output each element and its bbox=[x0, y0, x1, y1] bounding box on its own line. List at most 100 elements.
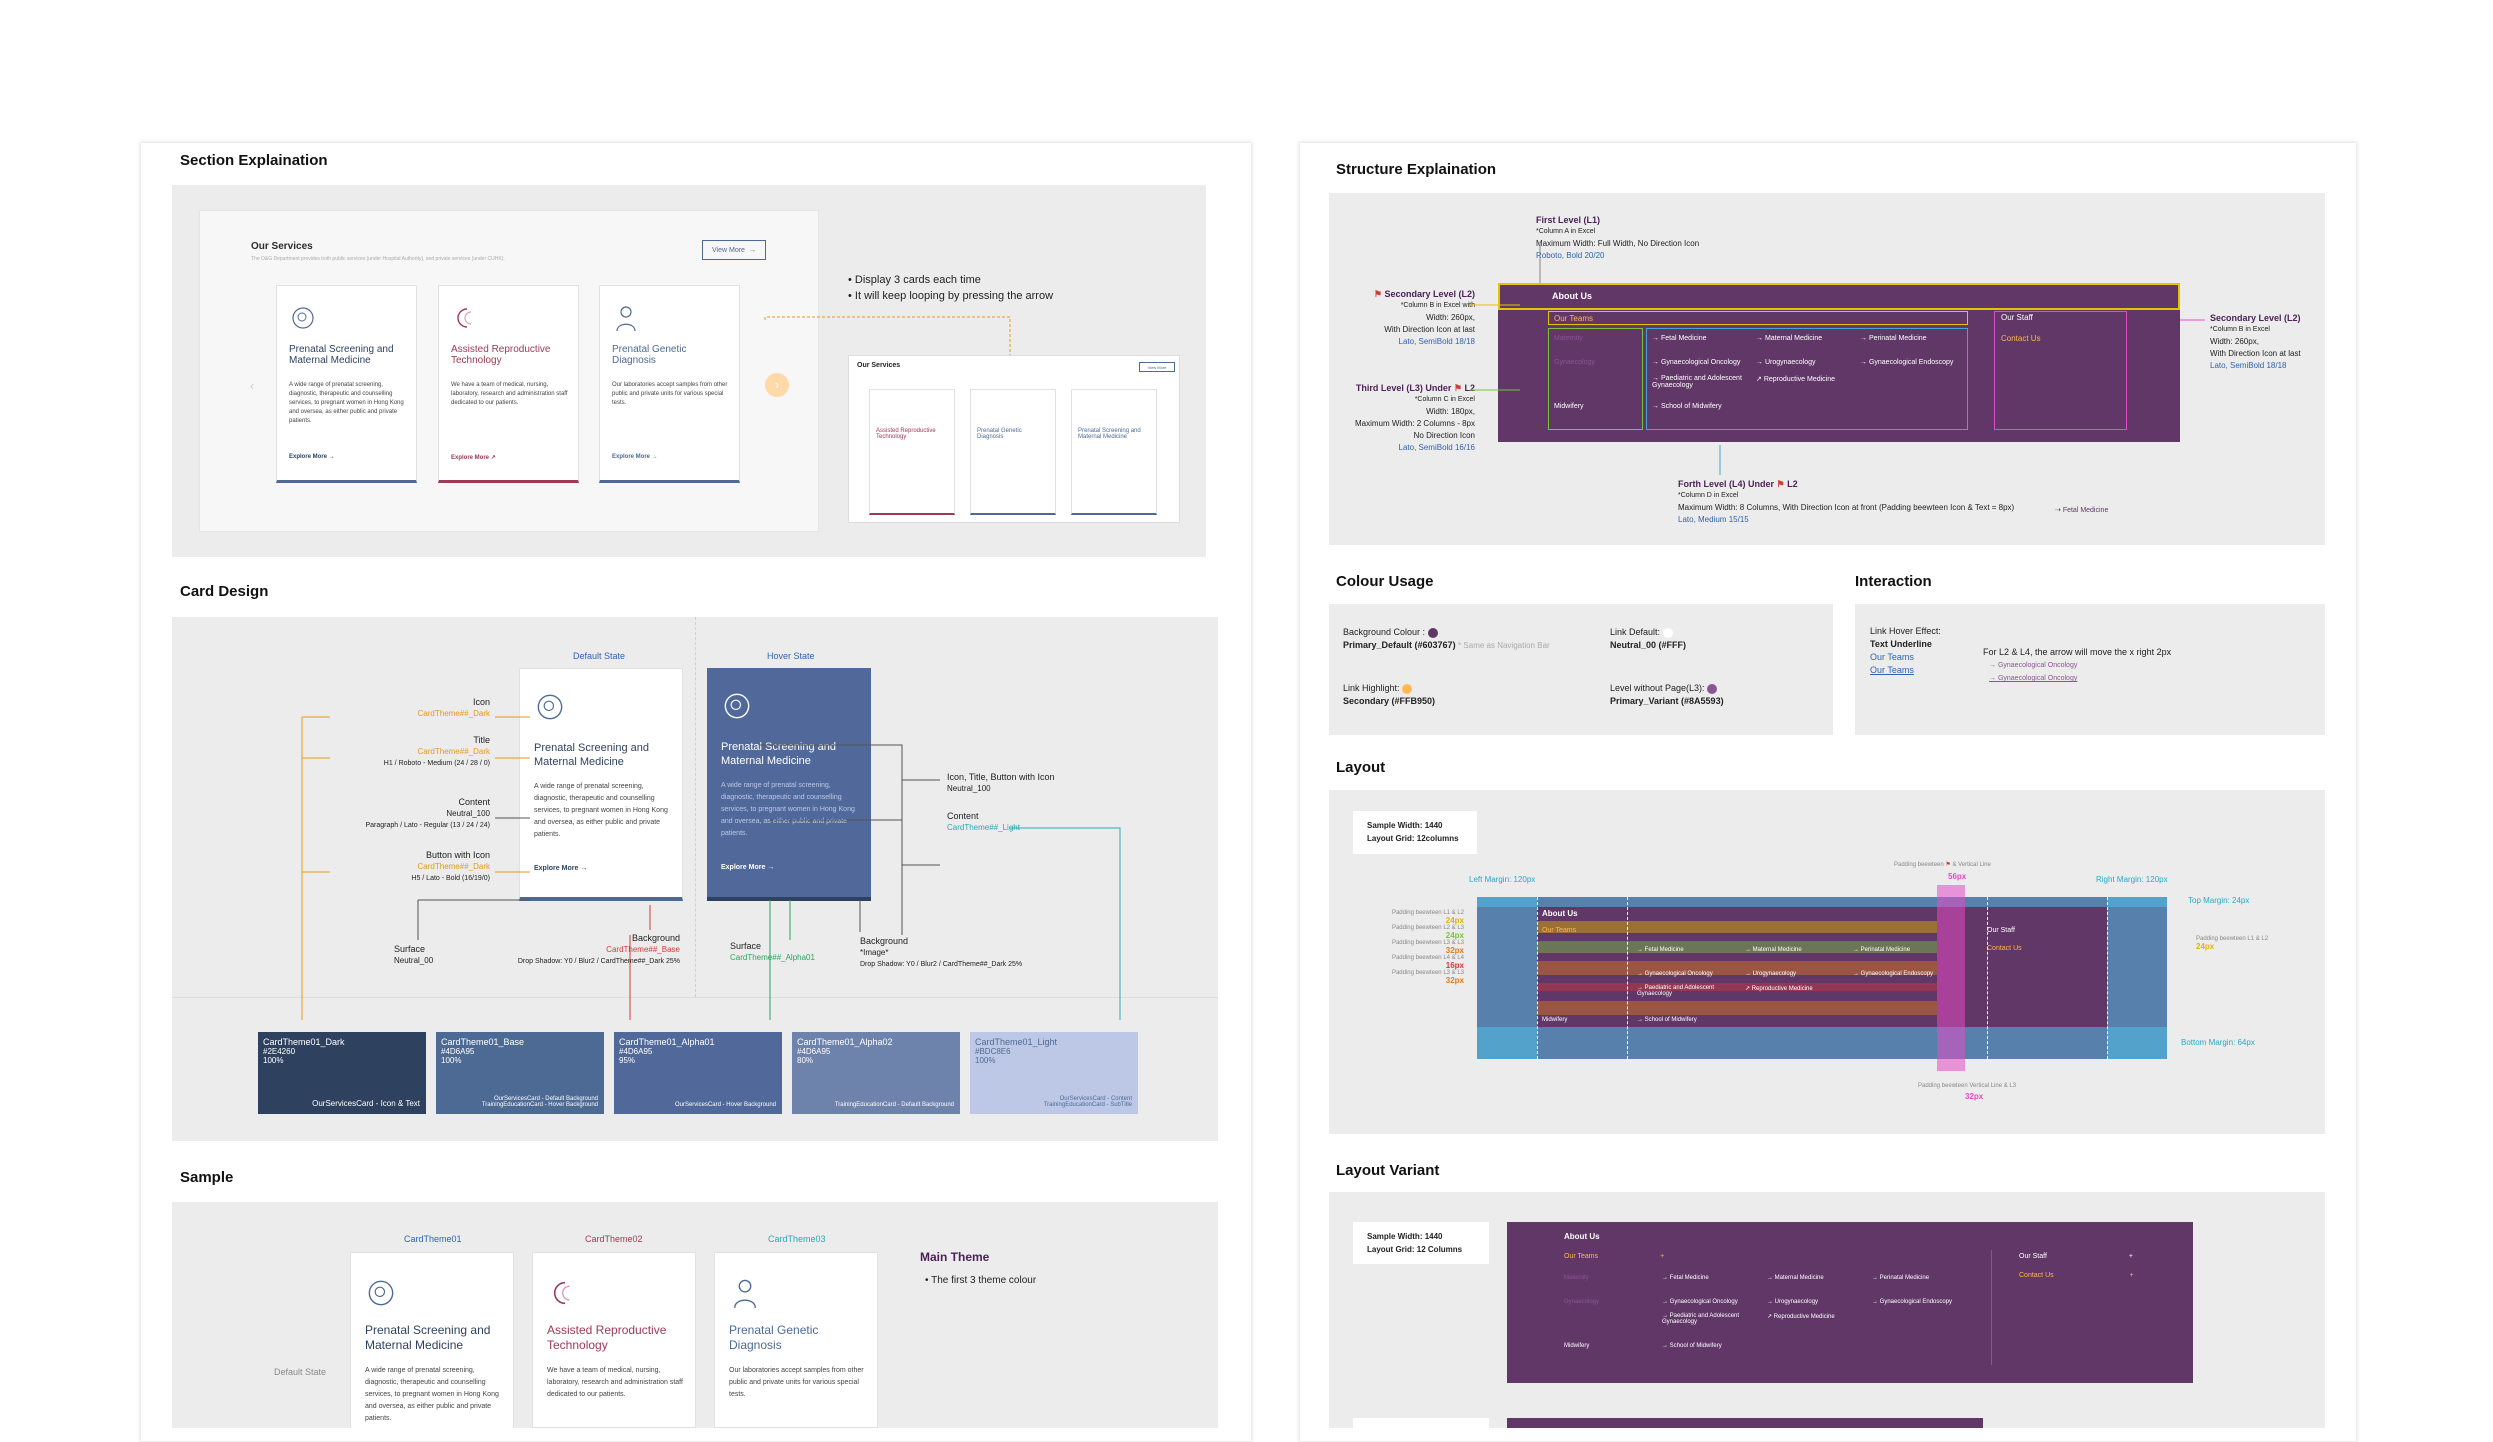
menu-our-teams[interactable]: Our Teams bbox=[1554, 314, 1593, 323]
menu-l4-item[interactable]: ↗ Reproductive Medicine bbox=[1767, 1314, 1835, 1320]
hover-background-annotation: Background *Image* Drop Shadow: Y0 / Blur2… bbox=[860, 936, 1023, 968]
padding-bottom-label: Padding beewteen Vertical Line & L3 bbox=[1918, 1083, 2017, 1089]
small-preview: Our Services View More Assisted Reproduc… bbox=[848, 355, 1180, 523]
card-title: Assisted Reproductive Technology bbox=[876, 428, 936, 440]
menu-about: About Us bbox=[1542, 909, 1578, 918]
l1-box bbox=[1498, 283, 2180, 310]
explore-more-button[interactable]: Explore More → bbox=[721, 864, 774, 871]
explore-more-label: Explore More bbox=[534, 865, 579, 872]
preview-card: Prenatal Screening and Maternal Medicine bbox=[1071, 389, 1157, 515]
menu-l4-item[interactable]: → Paediatric and Adolescent Gynaecology bbox=[1652, 375, 1742, 389]
view-more-label: View More bbox=[712, 246, 745, 254]
main-theme-note: • The first 3 theme colour bbox=[925, 1275, 1037, 1286]
menu-l3-item: Midwifery bbox=[1542, 1017, 1568, 1023]
menu-l4-item: ↗ Reproductive Medicine bbox=[1745, 986, 1813, 992]
menu-l4-item[interactable]: → Paediatric and Adolescent Gynaecology bbox=[1662, 1313, 1740, 1325]
structure-lines bbox=[1470, 242, 2205, 475]
section-explaination-title: Section Explaination bbox=[180, 152, 328, 169]
sample-card-3[interactable]: Prenatal Genetic Diagnosis Our laborator… bbox=[714, 1252, 878, 1428]
variant-sample-box: Sample Width: 1440 Layout Grid: 12 Column… bbox=[1353, 1222, 1489, 1264]
arrow-right-icon: → bbox=[767, 864, 775, 871]
grid-line bbox=[1987, 897, 1988, 1059]
menu-l3-item[interactable]: Midwifery bbox=[1564, 1343, 1590, 1349]
mock-card-3[interactable]: Prenatal Genetic Diagnosis Our laborator… bbox=[599, 285, 740, 483]
menu-l4-item[interactable]: → School of Midwifery bbox=[1652, 403, 1722, 410]
menu-l4-item[interactable]: → Fetal Medicine bbox=[1662, 1275, 1709, 1281]
interaction-title: Interaction bbox=[1855, 573, 1932, 590]
menu-about[interactable]: About Us bbox=[1564, 1232, 1600, 1241]
menu-l4-item: → Perinatal Medicine bbox=[1853, 947, 1911, 953]
chevron-left-icon[interactable]: ‹ bbox=[250, 379, 254, 393]
explore-more-button[interactable]: Explore More ↗ bbox=[451, 454, 496, 461]
theme-label: CardTheme01 bbox=[404, 1234, 462, 1244]
r2-annotation: Secondary Level (L2) *Column B in Excel … bbox=[2210, 313, 2301, 370]
design-hover-card[interactable]: Prenatal Screening and Maternal Medicine… bbox=[707, 668, 871, 901]
pad-band bbox=[1537, 1001, 1937, 1015]
variant-second-menu bbox=[1507, 1418, 1983, 1428]
layout-title: Layout bbox=[1336, 759, 1386, 776]
menu-l3-item[interactable]: Midwifery bbox=[1554, 403, 1584, 410]
notes-list: • Display 3 cards each time • It will ke… bbox=[848, 272, 1053, 304]
title-annotation: Title CardTheme##_Dark H1 / Roboto - Mediu… bbox=[383, 735, 490, 767]
menu-our-staff: Our Staff bbox=[1987, 927, 2015, 934]
menu-l3-item: Gynaecology bbox=[1554, 359, 1595, 366]
card-title: Prenatal Screening and Maternal Medicine bbox=[1078, 428, 1141, 440]
design-default-card[interactable]: Prenatal Screening and Maternal Medicine… bbox=[519, 668, 683, 901]
bottom-margin-label: Bottom Margin: 64px bbox=[2181, 1038, 2255, 1047]
menu-l4-item[interactable]: → Gynaecological Endoscopy bbox=[1872, 1299, 1953, 1305]
layout-variant-title: Layout Variant bbox=[1336, 1162, 1440, 1179]
preview-view-more[interactable]: View More bbox=[1139, 362, 1175, 372]
swatch-theme01-dark: CardTheme01_Dark #2E4260 100% OurServicesC… bbox=[258, 1032, 426, 1114]
explore-more-label: Explore More bbox=[289, 454, 328, 460]
explore-more-button[interactable]: Explore More → bbox=[289, 454, 335, 460]
menu-our-staff[interactable]: Our Staff bbox=[2001, 313, 2033, 322]
card-title: Prenatal Screening and Maternal Medicine bbox=[534, 742, 649, 768]
menu-l4-item[interactable]: ↗ Reproductive Medicine bbox=[1756, 376, 1836, 383]
fetus-icon bbox=[292, 307, 314, 329]
explore-more-button[interactable]: Explore More → bbox=[534, 865, 587, 872]
menu-our-teams[interactable]: Our Teams + bbox=[1564, 1253, 1665, 1260]
menu-l4-item[interactable]: → School of Midwifery bbox=[1662, 1343, 1722, 1349]
view-more-button[interactable]: View More → bbox=[702, 240, 766, 260]
menu-l4-item: → Maternal Medicine bbox=[1745, 947, 1802, 953]
l3-box bbox=[1548, 328, 1643, 430]
swatch-divider bbox=[172, 997, 1218, 998]
l4-annotation: Forth Level (L4) Under ⚑ L2 *Column D in… bbox=[1678, 479, 2015, 524]
swatch-dot bbox=[1707, 683, 1718, 694]
menu-contact[interactable]: Contact Us + bbox=[2019, 1272, 2134, 1279]
menu-l4-item[interactable]: → Maternal Medicine bbox=[1767, 1275, 1824, 1281]
arrow-right-icon: → bbox=[328, 454, 335, 460]
menu-l4-item[interactable]: → Perinatal Medicine bbox=[1860, 335, 1927, 342]
hover-icon-annotation: Icon, Title, Button with Icon Neutral_100 bbox=[947, 772, 1055, 793]
pad-band bbox=[1537, 983, 1937, 991]
pad-band bbox=[1537, 921, 1937, 933]
menu-l4-item[interactable]: → Urogynaecology bbox=[1756, 359, 1816, 366]
bottom-margin-band bbox=[1477, 1027, 2167, 1059]
mock-card-2[interactable]: Assisted Reproductive Technology We have… bbox=[438, 285, 579, 483]
pad-band bbox=[1537, 961, 1937, 975]
card-title: Prenatal Screening and Maternal Medicine bbox=[721, 741, 836, 767]
menu-l4-item[interactable]: → Gynaecological Endoscopy bbox=[1860, 359, 1954, 366]
mock-card-1[interactable]: Prenatal Screening and Maternal Medicine… bbox=[276, 285, 417, 483]
menu-l4-item[interactable]: → Gynaecological Oncology bbox=[1652, 359, 1741, 366]
interaction-panel bbox=[1855, 604, 2325, 735]
reproductive-icon bbox=[457, 308, 472, 328]
menu-about[interactable]: About Us bbox=[1552, 291, 1592, 301]
menu-l4-item[interactable]: → Fetal Medicine bbox=[1652, 335, 1707, 342]
grid-line bbox=[1627, 897, 1628, 1059]
menu-l4-item[interactable]: → Gynaecological Oncology bbox=[1662, 1299, 1738, 1305]
menu-l4-item[interactable]: → Perinatal Medicine bbox=[1872, 1275, 1930, 1281]
button-annotation: Button with Icon CardTheme##_Dark H5 / Lat… bbox=[411, 850, 490, 882]
menu-our-staff[interactable]: Our Staff + bbox=[2019, 1253, 2133, 1260]
external-link-icon: ↗ bbox=[490, 455, 496, 461]
explore-more-button[interactable]: Explore More → bbox=[612, 454, 658, 460]
chevron-right-icon[interactable]: › bbox=[765, 373, 789, 397]
menu-contact[interactable]: Contact Us bbox=[2001, 334, 2041, 343]
menu-l4-item[interactable]: → Urogynaecology bbox=[1767, 1299, 1819, 1305]
sample-card-2[interactable]: Assisted Reproductive Technology We have… bbox=[532, 1252, 696, 1428]
menu-our-teams: Our Teams bbox=[1542, 927, 1577, 934]
menu-l3-item: Maternity bbox=[1554, 335, 1583, 342]
sample-card-1[interactable]: Prenatal Screening and Maternal Medicine… bbox=[350, 1252, 514, 1428]
menu-l4-item[interactable]: → Maternal Medicine bbox=[1756, 335, 1823, 342]
fetus-icon bbox=[724, 693, 750, 719]
